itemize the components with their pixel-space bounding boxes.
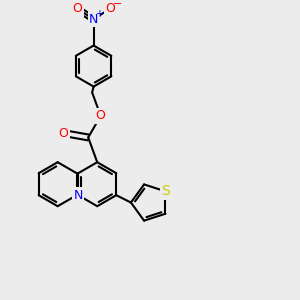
Text: O: O xyxy=(96,110,106,122)
Text: S: S xyxy=(161,184,170,198)
Text: +: + xyxy=(95,9,103,19)
Text: N: N xyxy=(89,13,98,26)
Text: N: N xyxy=(74,189,83,202)
Text: O: O xyxy=(105,2,115,15)
Text: O: O xyxy=(59,127,69,140)
Text: −: − xyxy=(112,0,122,10)
Text: O: O xyxy=(73,2,82,15)
